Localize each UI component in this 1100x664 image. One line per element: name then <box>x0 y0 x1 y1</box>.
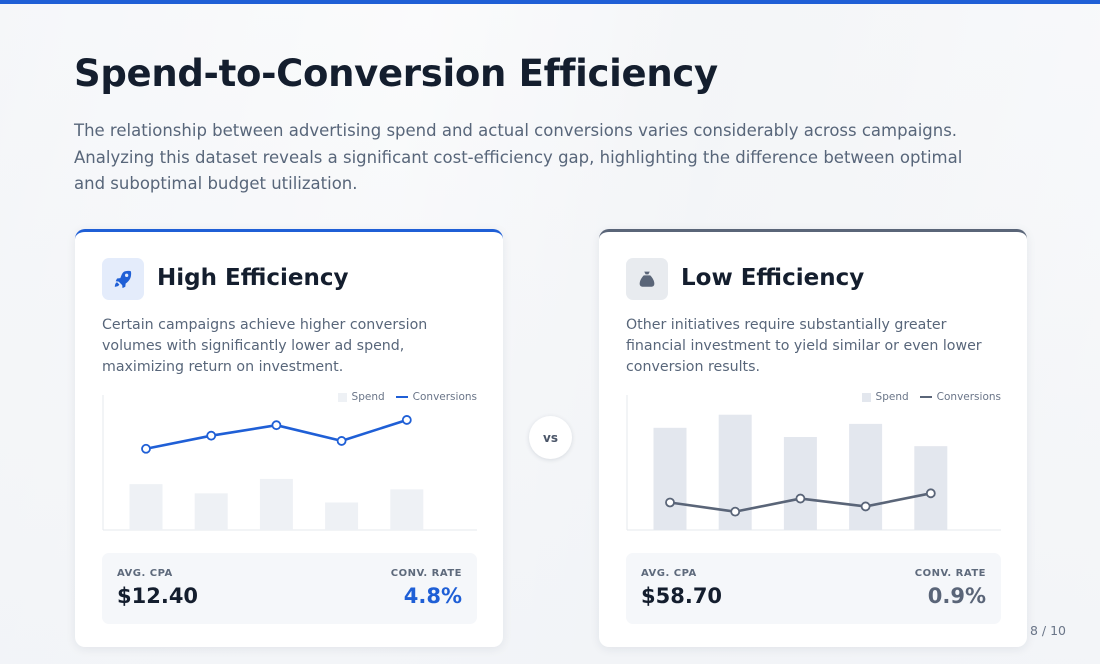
conversions-point <box>665 497 675 508</box>
low-efficiency-chart: Spend Conversions <box>626 391 1001 536</box>
top-accent-bar <box>0 0 1100 4</box>
spend-bar <box>783 436 817 530</box>
conversions-point <box>730 506 741 517</box>
spend-bar <box>849 423 883 530</box>
conversions-point <box>336 436 347 446</box>
legend-conversions-swatch <box>919 396 932 398</box>
legend-conversions-label: Conversions <box>412 391 477 403</box>
stats-panel: AVG. CPA $58.70 CONV. RATE 0.9% <box>626 553 1001 624</box>
avg-cpa-label: AVG. CPA <box>117 568 173 579</box>
conversions-point <box>795 493 806 504</box>
chart-svg <box>102 395 477 531</box>
conversions-point <box>271 420 282 431</box>
spend-bar <box>194 493 228 530</box>
chart-legend: Spend Conversions <box>337 391 477 403</box>
legend-spend-label: Spend <box>351 391 385 403</box>
avg-cpa-value: $12.40 <box>117 584 199 608</box>
page-title: Spend-to-Conversion Efficiency <box>74 52 718 95</box>
page-subtitle: The relationship between advertising spe… <box>74 121 963 193</box>
conv-rate-value: 4.8% <box>403 584 462 608</box>
legend-conversions-swatch <box>395 396 408 398</box>
spend-bar <box>390 489 424 530</box>
conv-rate-label: CONV. RATE <box>390 568 462 579</box>
high-efficiency-chart: Spend Conversions <box>102 391 477 536</box>
conversions-point <box>925 488 936 499</box>
conversions-point <box>206 430 217 441</box>
conv-rate-label: CONV. RATE <box>914 568 986 579</box>
spend-bar <box>129 484 163 530</box>
spend-bar <box>325 502 359 530</box>
vs-badge: vs <box>529 416 572 459</box>
low-efficiency-card: Low Efficiency Other initiatives require… <box>599 229 1027 647</box>
money-bag-icon <box>626 258 668 300</box>
conversions-point <box>860 501 871 512</box>
card-title: Low Efficiency <box>681 265 865 291</box>
spend-bar <box>259 478 293 530</box>
chart-svg <box>626 395 1001 531</box>
stats-panel: AVG. CPA $12.40 CONV. RATE 4.8% <box>102 553 477 624</box>
conversions-point <box>401 415 412 425</box>
chart-legend: Spend Conversions <box>861 391 1001 403</box>
avg-cpa-value: $58.70 <box>641 584 723 608</box>
legend-spend-swatch <box>861 392 871 402</box>
legend-spend-swatch <box>337 392 347 402</box>
conversions-point <box>141 443 151 454</box>
spend-bar <box>653 427 687 530</box>
spend-bar <box>914 446 948 530</box>
rocket-icon <box>102 258 144 300</box>
conv-rate-value: 0.9% <box>927 584 986 608</box>
avg-cpa-label: AVG. CPA <box>641 568 697 579</box>
legend-conversions-label: Conversions <box>936 391 1001 403</box>
high-efficiency-card: High Efficiency Certain campaigns achiev… <box>75 229 503 647</box>
card-description: Certain campaigns achieve higher convers… <box>102 317 428 375</box>
card-title: High Efficiency <box>157 265 349 291</box>
legend-spend-label: Spend <box>875 391 909 403</box>
card-description: Other initiatives require substantially … <box>626 317 982 375</box>
page-number: 8 / 10 <box>1029 623 1066 638</box>
